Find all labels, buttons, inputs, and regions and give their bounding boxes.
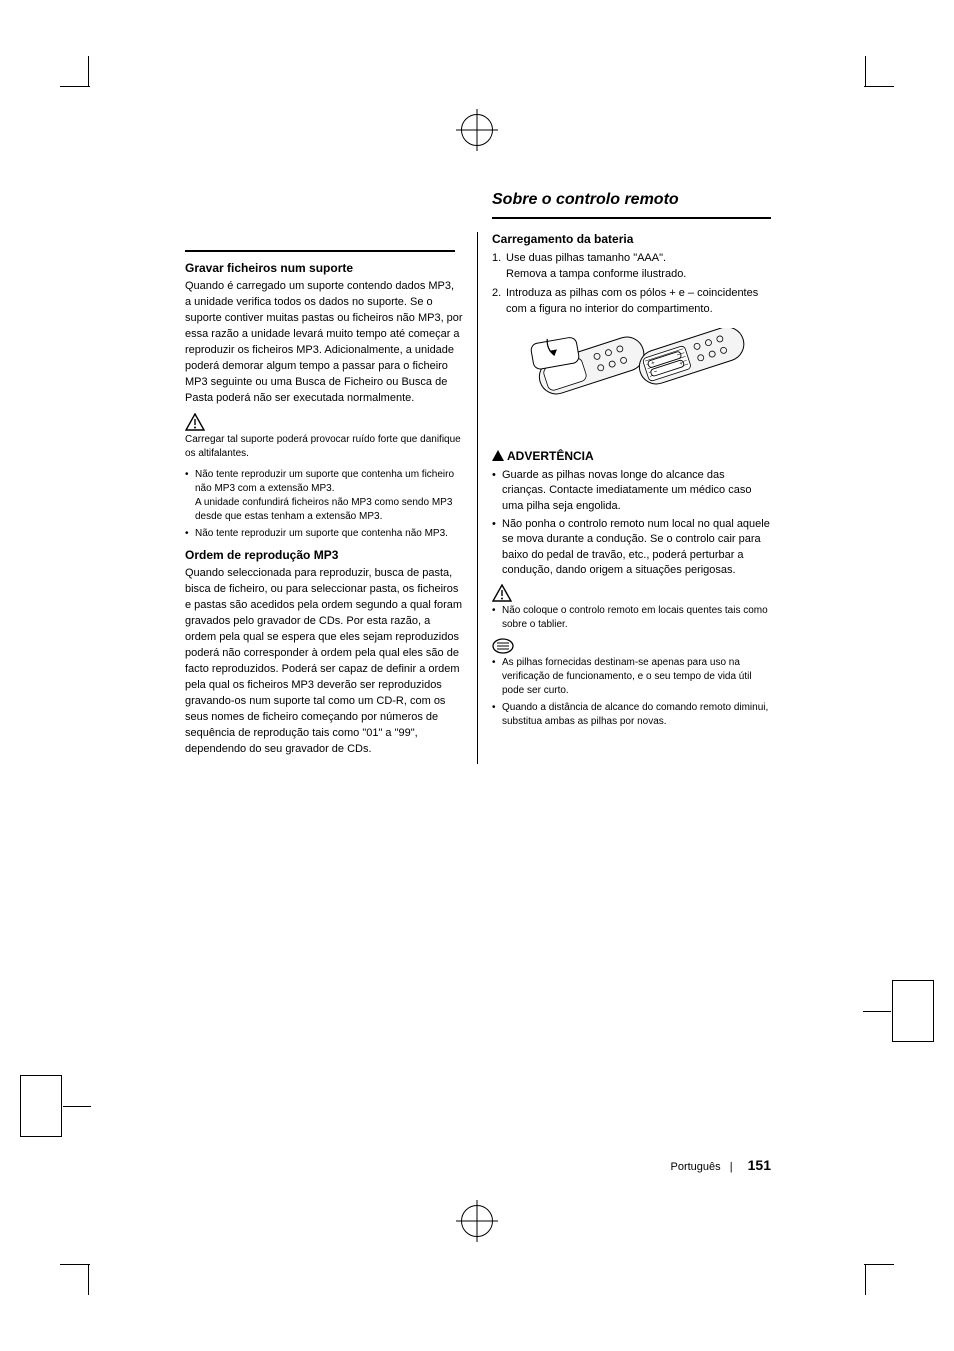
warning-heading: ADVERTÊNCIA	[492, 448, 771, 465]
list-item-text: A unidade confundirá ficheiros não MP3 c…	[195, 497, 452, 522]
crop-mark	[88, 56, 89, 86]
list-item: As pilhas fornecidas destinam-se apenas …	[492, 656, 771, 698]
crop-mark	[865, 1265, 866, 1295]
bullet-list: As pilhas fornecidas destinam-se apenas …	[492, 656, 771, 729]
list-item-text: Introduza as pilhas com os pólos + e – c…	[506, 287, 758, 315]
page-content: Gravar ficheiros num suporte Quando é ca…	[185, 232, 771, 764]
heading-gravar: Gravar ficheiros num suporte	[185, 260, 463, 277]
bullet-list: Guarde as pilhas novas longe do alcance …	[492, 468, 771, 579]
crop-mark	[88, 1265, 89, 1295]
page-number: 151	[748, 1157, 771, 1173]
crop-mark	[864, 1264, 894, 1265]
crop-mark	[864, 86, 894, 87]
heading-carregamento: Carregamento da bateria	[492, 231, 771, 248]
remote-control-figure: +− −+	[517, 328, 747, 438]
crop-mark	[865, 56, 866, 86]
column-left: Gravar ficheiros num suporte Quando é ca…	[185, 232, 478, 764]
registration-mark-icon	[461, 1205, 493, 1237]
numbered-list: 1. Use duas pilhas tamanho "AAA". Remova…	[492, 251, 771, 319]
list-item: Não tente reproduzir um suporte que cont…	[185, 468, 463, 524]
list-item: Não ponha o controlo remoto num local no…	[492, 517, 771, 579]
registration-side-mark	[892, 980, 934, 1042]
body-text: Quando é carregado um suporte contendo d…	[185, 279, 463, 407]
list-item: Não tente reproduzir um suporte que cont…	[185, 527, 463, 541]
crop-mark	[60, 86, 90, 87]
section-title: Sobre o controlo remoto	[492, 188, 771, 219]
footer-separator: |	[730, 1161, 733, 1173]
footer-language: Português	[671, 1161, 721, 1173]
caution-text: Carregar tal suporte poderá provocar ruí…	[185, 433, 463, 462]
list-item: Guarde as pilhas novas longe do alcance …	[492, 468, 771, 514]
crop-mark	[60, 1264, 90, 1265]
list-item: 2. Introduza as pilhas com os pólos + e …	[492, 286, 771, 318]
list-item-text: Não tente reproduzir um suporte que cont…	[195, 469, 454, 494]
list-item-text: Use duas pilhas tamanho "AAA".	[506, 252, 666, 264]
list-item: 1. Use duas pilhas tamanho "AAA". Remova…	[492, 251, 771, 283]
bullet-list: Não tente reproduzir um suporte que cont…	[185, 468, 463, 541]
warning-label: ADVERTÊNCIA	[507, 449, 594, 463]
column-right: Sobre o controlo remoto Carregamento da …	[478, 232, 771, 764]
list-item: Não coloque o controlo remoto em locais …	[492, 604, 771, 632]
warning-triangle-icon	[492, 450, 504, 461]
caution-icon	[492, 584, 771, 602]
registration-side-mark	[20, 1075, 62, 1137]
caution-icon	[185, 413, 463, 431]
heading-ordem: Ordem de reprodução MP3	[185, 547, 463, 564]
note-icon	[492, 638, 771, 654]
list-item-text: Remova a tampa conforme ilustrado.	[506, 268, 686, 280]
list-item: Quando a distância de alcance do comando…	[492, 701, 771, 729]
body-text: Quando seleccionada para reproduzir, bus…	[185, 566, 463, 757]
registration-mark-icon	[461, 114, 493, 146]
bullet-list: Não coloque o controlo remoto em locais …	[492, 604, 771, 632]
page-footer: Português | 151	[671, 1157, 772, 1173]
